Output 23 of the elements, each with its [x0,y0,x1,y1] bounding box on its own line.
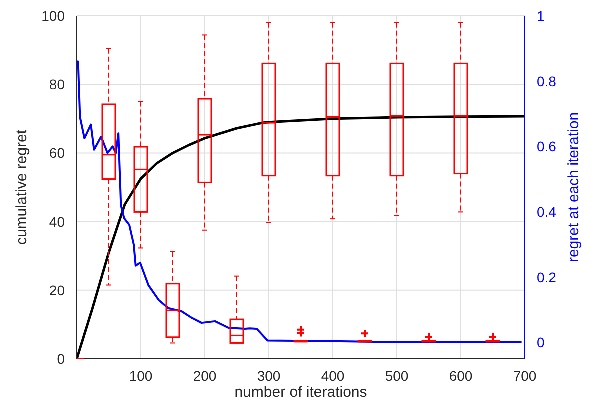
y2-tick-label: 0 [537,334,545,351]
line-series [77,60,523,344]
x-axis-title: number of iterations [234,384,368,401]
x-tick-label: 300 [257,368,281,384]
y-tick-label: 40 [49,214,66,230]
y2-tick-label: 1 [537,8,545,24]
y-tick-label: 60 [49,145,66,162]
x-tick-label: 100 [129,368,153,384]
y2-tick-label: 0.6 [537,138,557,155]
y-tick-label: 0 [57,350,66,367]
y2-tick-label: 0.4 [537,204,557,220]
y-axis-title: cumulative regret [13,129,30,246]
y-tick-label: 20 [49,282,66,298]
x-tick-label: 200 [193,368,217,384]
y2-axis-title: regret at each iteration [565,112,582,263]
x-tick-label: 400 [321,368,345,384]
y-tick-label: 100 [42,8,66,24]
x-tick-label: 700 [513,368,537,384]
x-tick-label: 500 [385,368,409,384]
y-tick-label: 80 [49,76,66,93]
x-tick-label: 600 [449,368,473,384]
y2-tick-label: 0.8 [537,73,557,90]
y2-tick-label: 0.2 [537,269,557,286]
